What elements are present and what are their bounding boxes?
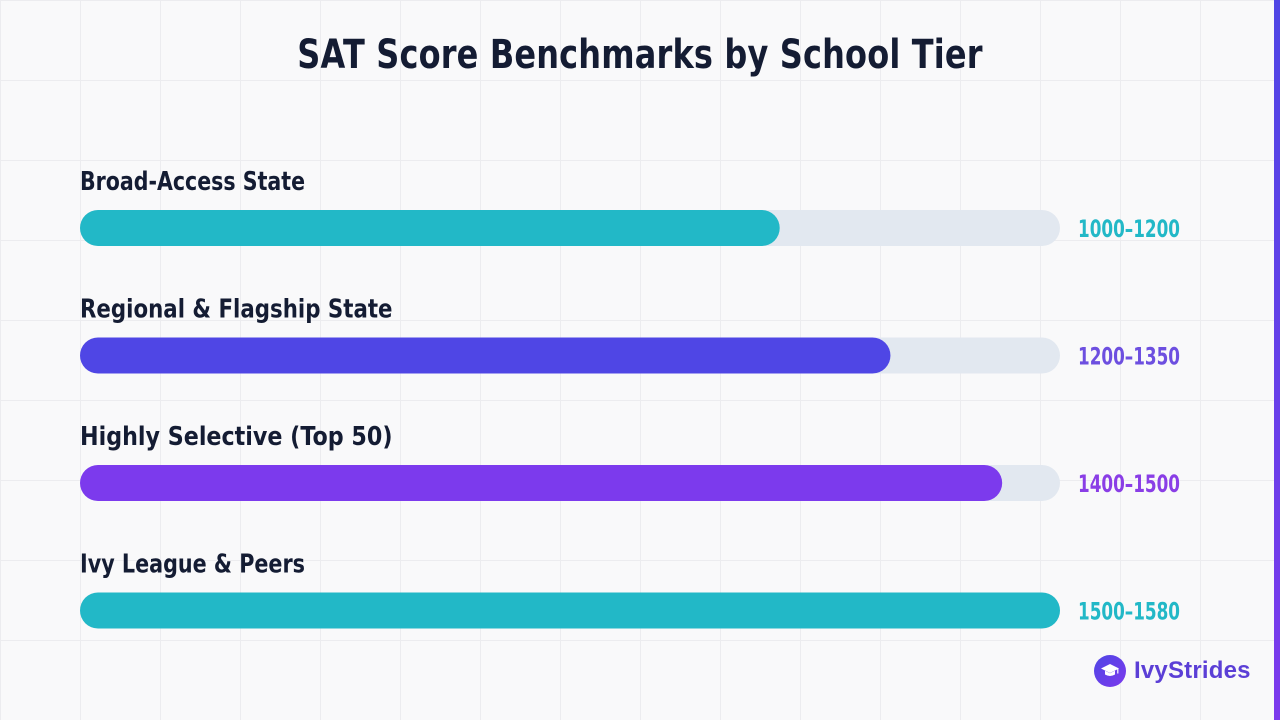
value-label: 1500–1580: [1078, 598, 1180, 626]
bar: [80, 210, 780, 246]
category-label: Highly Selective (Top 50): [80, 422, 393, 452]
value-label: 1400–1500: [1078, 470, 1180, 498]
category-label: Regional & Flagship State: [80, 295, 393, 325]
category-label: Broad-Access State: [80, 167, 305, 197]
graduation-cap-icon: [1094, 655, 1126, 687]
category-label: Ivy League & Peers: [80, 550, 305, 580]
accent-stripe: [1274, 0, 1280, 720]
bar: [80, 592, 1060, 629]
value-label: 1200–1350: [1078, 343, 1180, 371]
chart-title: SAT Score Benchmarks by School Tier: [297, 32, 983, 78]
value-label: 1000–1200: [1078, 215, 1180, 243]
bar: [80, 465, 1003, 501]
brand-name: IvyStrides: [1134, 657, 1251, 684]
brand-logo: IvyStrides: [1094, 655, 1251, 687]
bar: [80, 337, 891, 374]
